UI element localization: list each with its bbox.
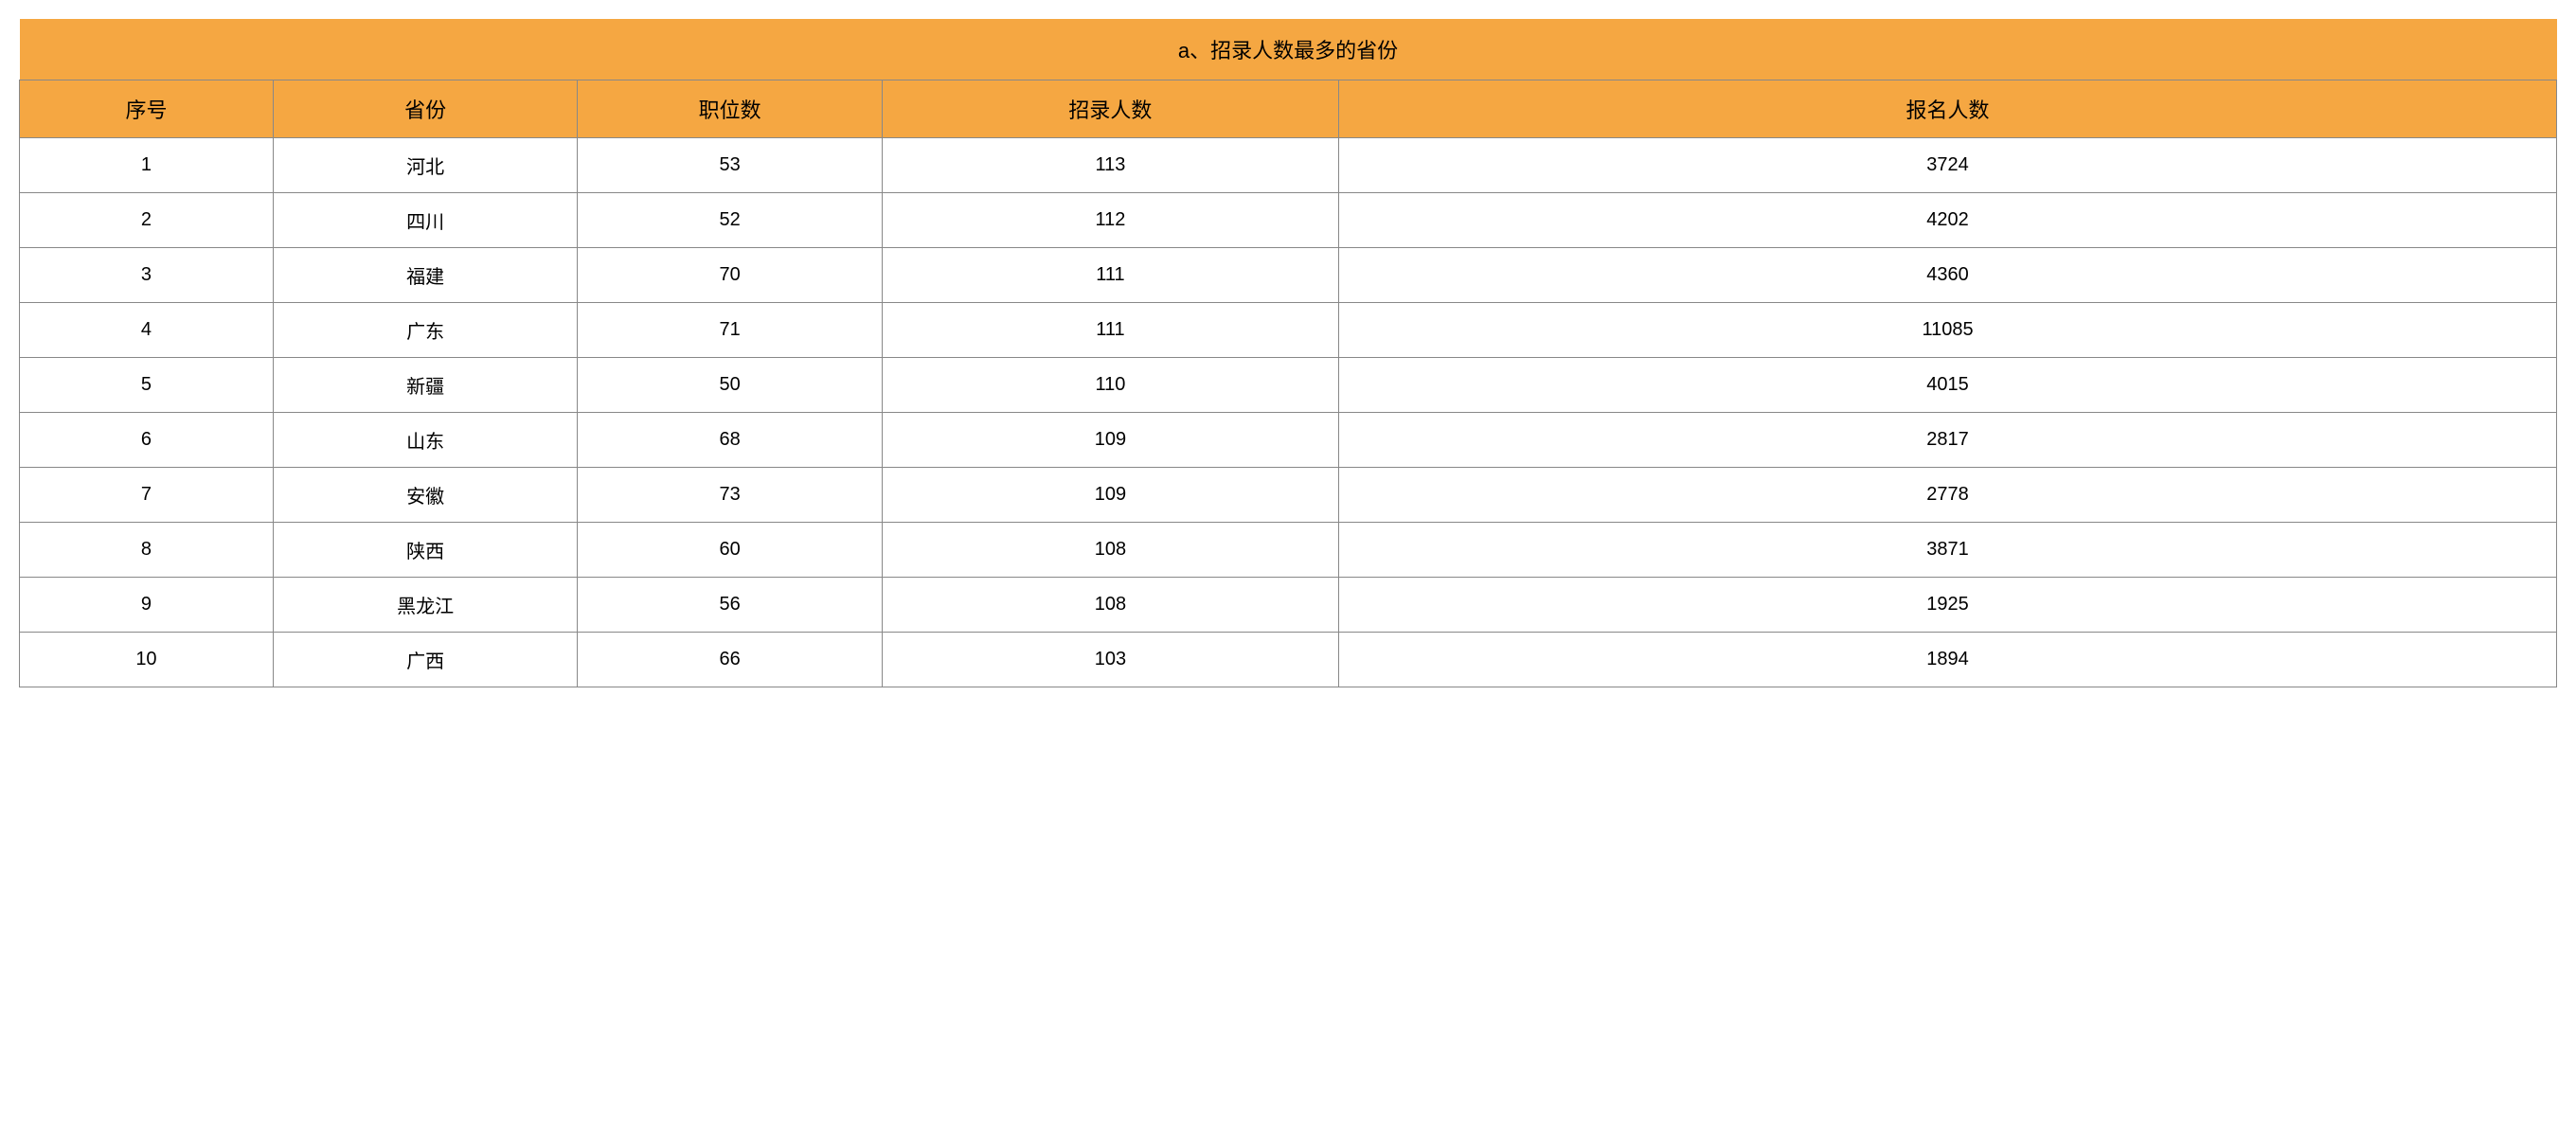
table-cell: 2817 (1339, 413, 2557, 468)
table-cell: 广东 (273, 303, 577, 358)
table-cell: 7 (20, 468, 274, 523)
table-cell: 广西 (273, 633, 577, 687)
table-cell: 福建 (273, 248, 577, 303)
table-row: 8陕西601083871 (20, 523, 2557, 578)
table-title: a、招录人数最多的省份 (20, 19, 2557, 80)
table-cell: 60 (578, 523, 882, 578)
table-cell: 四川 (273, 193, 577, 248)
table-row: 1河北531133724 (20, 138, 2557, 193)
table-cell: 安徽 (273, 468, 577, 523)
col-header-positions: 职位数 (578, 80, 882, 138)
table-cell: 山东 (273, 413, 577, 468)
col-header-province: 省份 (273, 80, 577, 138)
table-row: 9黑龙江561081925 (20, 578, 2557, 633)
table-cell: 8 (20, 523, 274, 578)
table-cell: 56 (578, 578, 882, 633)
table-cell: 陕西 (273, 523, 577, 578)
table-cell: 66 (578, 633, 882, 687)
table-row: 5新疆501104015 (20, 358, 2557, 413)
table-cell: 113 (882, 138, 1338, 193)
table-title-row: a、招录人数最多的省份 (20, 19, 2557, 80)
table-cell: 3871 (1339, 523, 2557, 578)
table-row: 10广西661031894 (20, 633, 2557, 687)
table-cell: 109 (882, 468, 1338, 523)
table-cell: 6 (20, 413, 274, 468)
col-header-recruits: 招录人数 (882, 80, 1338, 138)
table-cell: 4360 (1339, 248, 2557, 303)
table-cell: 新疆 (273, 358, 577, 413)
table-cell: 10 (20, 633, 274, 687)
table-cell: 52 (578, 193, 882, 248)
table-cell: 1894 (1339, 633, 2557, 687)
table-cell: 1925 (1339, 578, 2557, 633)
table-cell: 108 (882, 523, 1338, 578)
table-cell: 2778 (1339, 468, 2557, 523)
table-cell: 5 (20, 358, 274, 413)
table-cell: 1 (20, 138, 274, 193)
table-cell: 112 (882, 193, 1338, 248)
table-cell: 110 (882, 358, 1338, 413)
table-cell: 4202 (1339, 193, 2557, 248)
table-header-row: 序号 省份 职位数 招录人数 报名人数 (20, 80, 2557, 138)
table-row: 2四川521124202 (20, 193, 2557, 248)
col-header-applicants: 报名人数 (1339, 80, 2557, 138)
table-cell: 70 (578, 248, 882, 303)
table-cell: 108 (882, 578, 1338, 633)
table-cell: 68 (578, 413, 882, 468)
data-table: a、招录人数最多的省份 序号 省份 职位数 招录人数 报名人数 1河北53113… (19, 19, 2557, 687)
table-row: 6山东681092817 (20, 413, 2557, 468)
table-cell: 4 (20, 303, 274, 358)
table-cell: 11085 (1339, 303, 2557, 358)
table-cell: 111 (882, 303, 1338, 358)
table-cell: 109 (882, 413, 1338, 468)
col-header-index: 序号 (20, 80, 274, 138)
table-cell: 53 (578, 138, 882, 193)
table-cell: 河北 (273, 138, 577, 193)
table-cell: 111 (882, 248, 1338, 303)
table-cell: 73 (578, 468, 882, 523)
table-cell: 黑龙江 (273, 578, 577, 633)
table-cell: 50 (578, 358, 882, 413)
table-cell: 9 (20, 578, 274, 633)
table-cell: 3724 (1339, 138, 2557, 193)
table-row: 4广东7111111085 (20, 303, 2557, 358)
table-cell: 3 (20, 248, 274, 303)
table-body: 1河北5311337242四川5211242023福建7011143604广东7… (20, 138, 2557, 687)
table-row: 3福建701114360 (20, 248, 2557, 303)
table-row: 7安徽731092778 (20, 468, 2557, 523)
table-cell: 71 (578, 303, 882, 358)
table-cell: 2 (20, 193, 274, 248)
table-cell: 4015 (1339, 358, 2557, 413)
table-cell: 103 (882, 633, 1338, 687)
table-container: a、招录人数最多的省份 序号 省份 职位数 招录人数 报名人数 1河北53113… (19, 19, 2557, 687)
